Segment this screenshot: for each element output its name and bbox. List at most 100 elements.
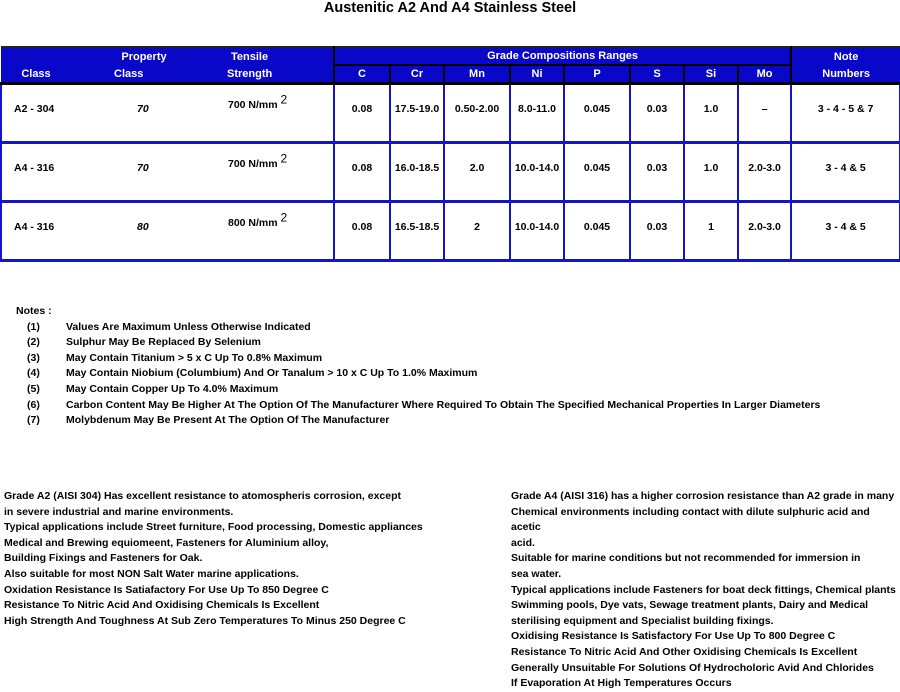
composition-s: 0.03 xyxy=(629,142,685,203)
header-class: Class xyxy=(1,65,71,84)
composition-mn: 2 xyxy=(443,201,511,262)
composition-c: 0.08 xyxy=(333,201,391,262)
a4-description: Grade A4 (AISI 316) has a higher corrosi… xyxy=(511,489,900,692)
class-cell: A2 - 304 xyxy=(0,83,71,144)
description-line: Oxidation Resistance Is Satiafactory For… xyxy=(4,583,329,596)
composition-p: 0.045 xyxy=(563,83,631,144)
note-numbers-cell: 3 - 4 & 5 xyxy=(791,201,900,262)
tensile-value: 700 N/mm xyxy=(228,158,278,170)
composition-ni: 8.0-11.0 xyxy=(509,83,565,144)
header-element-mn: Mn xyxy=(443,65,511,84)
header-class-top xyxy=(1,47,71,65)
note-text: May Contain Copper Up To 4.0% Maximum xyxy=(66,382,279,395)
description-line: Resistance To Nitric Acid And Other Oxid… xyxy=(511,645,858,658)
header-element-s: S xyxy=(629,65,685,84)
composition-c: 0.08 xyxy=(333,83,391,144)
tensile-value: 800 N/mm xyxy=(228,217,278,229)
tensile-cell: 800 N/mm 2 xyxy=(217,201,334,262)
table-row: A2 - 304 70 700 N/mm 2 0.08 17.5-19.0 0.50-2.… xyxy=(0,83,900,144)
composition-si: 1.0 xyxy=(683,83,739,144)
property-class-cell: 70 xyxy=(71,142,217,203)
header-element-c: C xyxy=(333,65,391,84)
description-line: Suitable for marine conditions but not r… xyxy=(511,552,861,565)
note-item: (3) May Contain Titanium > 5 x C Up To 0.… xyxy=(16,351,820,367)
composition-p: 0.045 xyxy=(563,142,631,203)
note-number: (7) xyxy=(27,414,40,427)
description-line: High Strength And Toughness At Sub Zero … xyxy=(4,614,406,627)
composition-mo: 2.0-3.0 xyxy=(736,201,793,262)
tensile-cell: 700 N/mm 2 xyxy=(217,142,334,203)
note-numbers-cell: 3 - 4 - 5 & 7 xyxy=(791,83,900,144)
composition-cr: 17.5-19.0 xyxy=(389,83,445,144)
description-line: in severe industrial and marine environm… xyxy=(4,505,234,518)
description-line: Grade A2 (AISI 304) Has excellent resist… xyxy=(4,490,402,502)
header-property-top: Property xyxy=(71,47,217,65)
superscript: 2 xyxy=(280,210,288,225)
composition-s: 0.03 xyxy=(629,201,685,262)
description-line: Swimming pools, Dye vats, Sewage treatme… xyxy=(511,599,869,612)
superscript: 2 xyxy=(280,92,288,107)
header-element-cr: Cr xyxy=(389,65,445,84)
superscript: 2 xyxy=(280,151,288,166)
property-class-cell: 80 xyxy=(71,201,217,262)
note-item: (5) May Contain Copper Up To 4.0% Maximum xyxy=(16,382,820,398)
note-number: (1) xyxy=(27,320,40,333)
header-note-top: Note xyxy=(791,47,900,65)
description-line: Oxidising Resistance Is Satisfactory For… xyxy=(511,630,836,643)
description-line: Generally Unsuitable For Solutions Of Hy… xyxy=(511,661,874,674)
note-text: Molybdenum May Be Present At The Option … xyxy=(66,414,390,427)
header-property-bottom: Class xyxy=(71,65,217,84)
header-tensile-top: Tensile xyxy=(217,47,334,65)
note-numbers-cell: 3 - 4 & 5 xyxy=(791,142,900,203)
description-line: Typical applications include Fasteners f… xyxy=(511,583,896,596)
a2-description: Grade A2 (AISI 304) Has excellent resist… xyxy=(4,489,423,629)
composition-mo: 2.0-3.0 xyxy=(736,142,793,203)
note-text: Carbon Content May Be Higher At The Opti… xyxy=(66,398,821,411)
note-number: (2) xyxy=(27,336,40,349)
description-line: sterilising equipment and Specialist bui… xyxy=(511,614,774,627)
note-text: May Contain Niobium (Columbium) And Or T… xyxy=(66,367,478,380)
header-element-si: Si xyxy=(683,65,739,84)
note-text: May Contain Titanium > 5 x C Up To 0.8% … xyxy=(66,351,323,364)
note-number: (3) xyxy=(27,351,40,364)
composition-c: 0.08 xyxy=(333,142,391,203)
tensile-value: 700 N/mm xyxy=(228,99,278,111)
header-tensile-bottom: Strength xyxy=(217,65,334,84)
description-line: Also suitable for most NON Salt Water ma… xyxy=(4,567,299,580)
class-cell: A4 - 316 xyxy=(0,142,71,203)
description-line: Chemical environments including contact … xyxy=(511,505,870,534)
description-line: Grade A4 (AISI 316) has a higher corrosi… xyxy=(511,490,895,502)
note-item: (7) Molybdenum May Be Present At The Opti… xyxy=(16,413,820,429)
tensile-cell: 700 N/mm 2 xyxy=(217,83,334,144)
composition-si: 1.0 xyxy=(683,142,739,203)
note-number: (4) xyxy=(27,367,40,380)
composition-cr: 16.5-18.5 xyxy=(389,201,445,262)
note-item: (2) Sulphur May Be Replaced By Selenium xyxy=(16,335,820,351)
header-element-p: P xyxy=(563,65,631,84)
note-item: (4) May Contain Niobium (Columbium) And O… xyxy=(16,366,820,382)
composition-cr: 16.0-18.5 xyxy=(389,142,445,203)
description-line: If Evaporation At High Temperatures Occu… xyxy=(511,677,732,690)
property-class-cell: 70 xyxy=(71,83,217,144)
composition-si: 1 xyxy=(683,201,739,262)
composition-s: 0.03 xyxy=(629,83,685,144)
note-text: Sulphur May Be Replaced By Selenium xyxy=(66,336,261,349)
composition-ni: 10.0-14.0 xyxy=(509,142,565,203)
description-line: Medical and Brewing equiomeent, Fastener… xyxy=(4,536,329,549)
note-item: (6) Carbon Content May Be Higher At The O… xyxy=(16,398,820,414)
note-item: (1) Values Are Maximum Unless Otherwise I… xyxy=(16,320,820,336)
note-text: Values Are Maximum Unless Otherwise Indi… xyxy=(66,320,311,333)
composition-table: Property Tensile Grade Compositions Rang… xyxy=(0,46,900,262)
class-cell: A4 - 316 xyxy=(0,201,71,262)
header-grade-group: Grade Compositions Ranges xyxy=(332,47,793,66)
header-element-ni: Ni xyxy=(509,65,565,84)
description-line: sea water. xyxy=(511,567,562,580)
note-number: (5) xyxy=(27,382,40,395)
header-element-mo: Mo xyxy=(736,65,793,84)
notes-heading: Notes : xyxy=(16,305,52,317)
composition-p: 0.045 xyxy=(563,201,631,262)
description-line: acid. xyxy=(511,536,535,549)
composition-mn: 2.0 xyxy=(443,142,511,203)
description-line: Typical applications include Street furn… xyxy=(4,521,423,534)
header-note-bottom: Numbers xyxy=(791,65,900,84)
